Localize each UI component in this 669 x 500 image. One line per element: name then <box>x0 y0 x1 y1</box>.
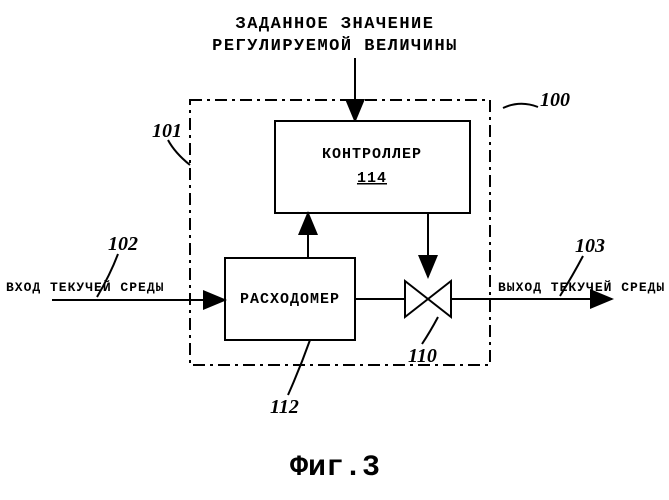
controller-label: КОНТРОЛЛЕР <box>322 146 422 163</box>
outlet-label: ВЫХОД ТЕКУЧЕЙ СРЕДЫ <box>498 280 665 295</box>
valve-icon <box>405 281 451 317</box>
flowmeter-label: РАСХОДОМЕР <box>240 291 340 308</box>
setpoint-title-line2: РЕГУЛИРУЕМОЙ ВЕЛИЧИНЫ <box>212 36 458 56</box>
leader-101 <box>168 140 190 165</box>
inlet-label: ВХОД ТЕКУЧЕЙ СРЕДЫ <box>6 280 164 295</box>
ref-102: 102 <box>108 233 138 255</box>
controller-ref: 114 <box>357 170 387 187</box>
figure-label: Фиг.3 <box>290 451 380 485</box>
ref-100: 100 <box>540 89 570 111</box>
setpoint-title-line1: ЗАДАННОЕ ЗНАЧЕНИЕ <box>236 15 435 34</box>
ref-103: 103 <box>575 235 605 257</box>
leader-100 <box>503 104 538 108</box>
leader-110 <box>422 317 438 344</box>
ref-112: 112 <box>270 396 299 418</box>
controller-node <box>275 121 470 213</box>
ref-110: 110 <box>408 345 437 367</box>
leader-112 <box>288 340 310 395</box>
ref-101: 101 <box>152 120 182 142</box>
